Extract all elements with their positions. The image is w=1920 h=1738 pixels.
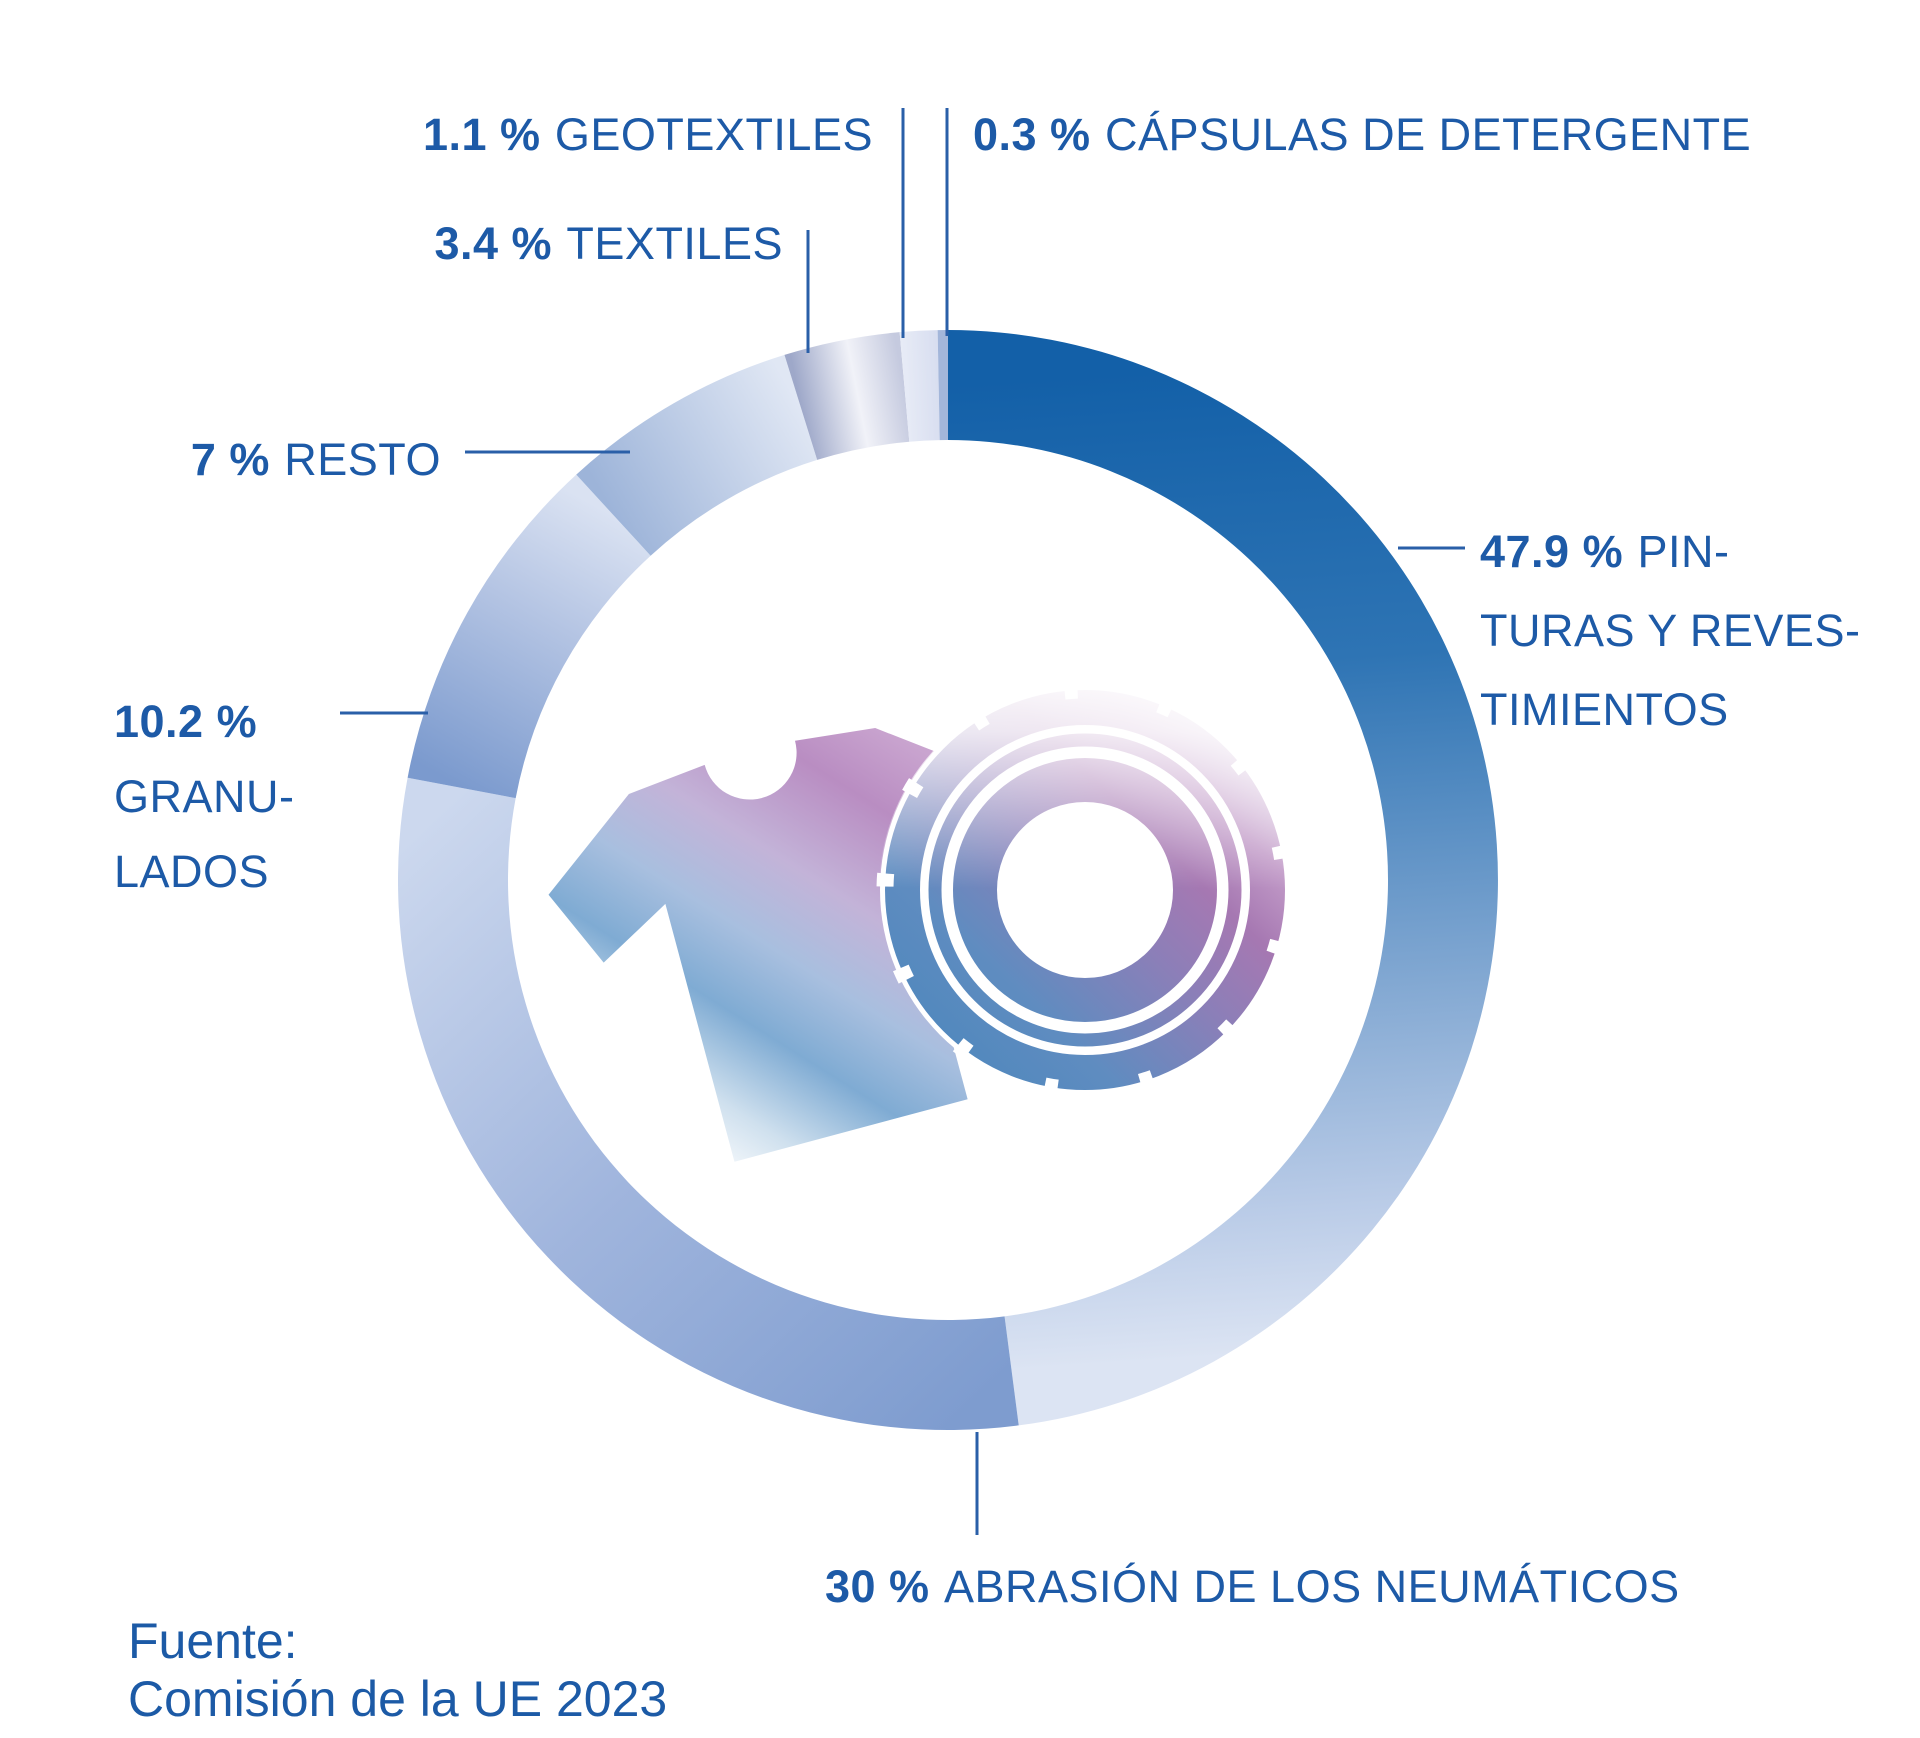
label-abrasion-value: 30 %	[825, 1561, 930, 1612]
donut-slice-resto	[576, 354, 818, 556]
label-granulados-value: 10.2 %	[114, 696, 258, 747]
label-textiles-text: TEXTILES	[566, 218, 783, 269]
connector-lines	[340, 108, 1465, 1535]
label-capsulas-text: CÁPSULAS DE DETERGENTE	[1104, 109, 1752, 160]
donut-slice-abrasion-neumaticos	[398, 777, 1019, 1430]
donut-ring	[398, 330, 1498, 1430]
tire-highlight-fade	[879, 684, 1291, 1096]
label-geotextiles: 1.1 % GEOTEXTILES	[423, 110, 873, 160]
label-geotextiles-value: 1.1 %	[422, 109, 541, 160]
label-resto-value: 7 %	[190, 434, 270, 485]
source-label: Fuente:	[128, 1613, 298, 1669]
label-textiles-value: 3.4 %	[434, 218, 553, 269]
label-granulados-text: GRANU- LADOS	[114, 771, 295, 897]
donut-slice-textiles	[784, 332, 910, 460]
label-pinturas: 47.9 % PIN- TURAS Y REVES- TIMIENTOS	[1480, 512, 1920, 749]
label-pinturas-text: PIN- TURAS Y REVES- TIMIENTOS	[1480, 526, 1861, 735]
label-capsulas-value: 0.3 %	[973, 109, 1091, 160]
tshirt-icon	[548, 728, 996, 1162]
donut-slice-pinturas	[948, 330, 1498, 1426]
label-granulados: 10.2 % GRANU- LADOS	[114, 684, 295, 909]
tire-icon	[876, 681, 1294, 1099]
label-pinturas-value: 47.9 %	[1480, 526, 1624, 577]
source-note: Fuente: Comisión de la UE 2023	[128, 1612, 667, 1728]
center-illustration	[548, 681, 1294, 1162]
donut-slice-geotextiles	[899, 330, 940, 442]
donut-slice-granulados	[407, 474, 651, 799]
label-resto: 7 % RESTO	[191, 435, 441, 485]
source-value: Comisión de la UE 2023	[128, 1671, 668, 1727]
label-capsulas: 0.3 % CÁPSULAS DE DETERGENTE	[973, 110, 1751, 160]
label-resto-text: RESTO	[284, 434, 441, 485]
label-geotextiles-text: GEOTEXTILES	[554, 109, 873, 160]
label-textiles: 3.4 % TEXTILES	[434, 219, 783, 269]
label-abrasion: 30 % ABRASIÓN DE LOS NEUMÁTICOS	[825, 1562, 1680, 1612]
donut-slice-capsulas-detergente	[937, 330, 948, 441]
label-abrasion-text: ABRASIÓN DE LOS NEUMÁTICOS	[943, 1561, 1680, 1612]
